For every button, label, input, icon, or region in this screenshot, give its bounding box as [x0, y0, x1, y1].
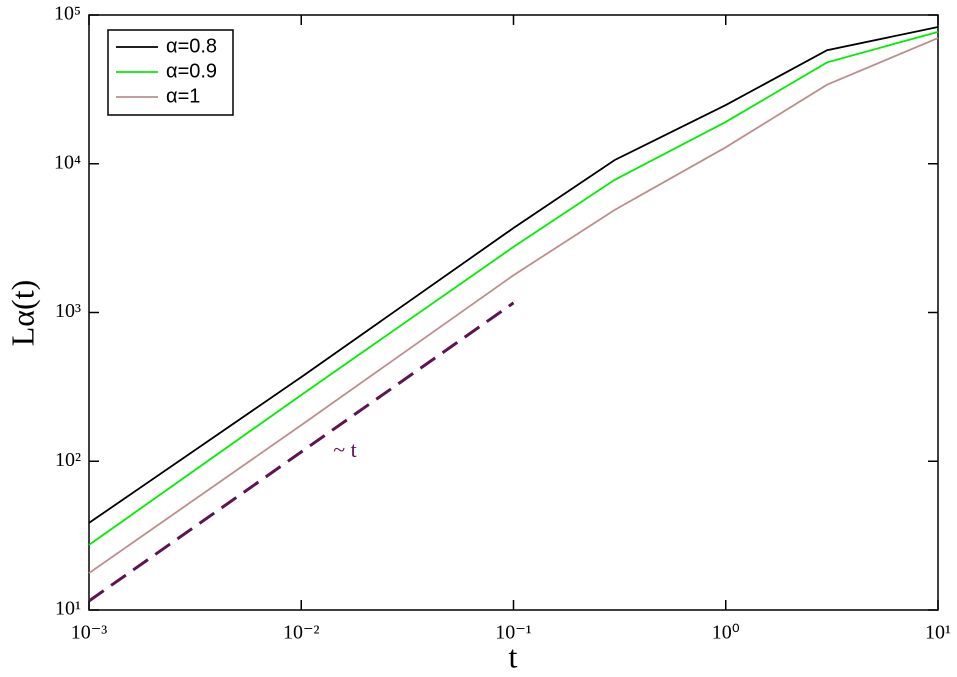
x-tick-label: 10⁰ [712, 622, 740, 644]
x-tick-label: 10⁻² [283, 622, 320, 644]
y-tick-label: 10² [55, 449, 81, 471]
line-series [88, 31, 939, 546]
legend-label: α=0.9 [166, 60, 217, 82]
y-tick-label: 10¹ [55, 598, 81, 620]
legend-label: α=1 [166, 85, 200, 107]
y-tick-label: 10³ [55, 300, 81, 322]
line-series [88, 37, 939, 574]
x-tick-label: 10¹ [925, 622, 951, 644]
annotation: ~ t [333, 437, 357, 462]
y-axis-label: Lα(t) [4, 280, 40, 347]
x-axis-label: t [509, 638, 518, 674]
y-tick-label: 10⁴ [54, 151, 81, 173]
line-series [88, 26, 939, 524]
legend-label: α=0.8 [166, 35, 217, 57]
reference-line [88, 301, 515, 603]
x-tick-label: 10⁻³ [71, 622, 108, 644]
y-tick-label: 10⁵ [54, 3, 81, 25]
x-tick-label: 10⁻¹ [495, 622, 532, 644]
